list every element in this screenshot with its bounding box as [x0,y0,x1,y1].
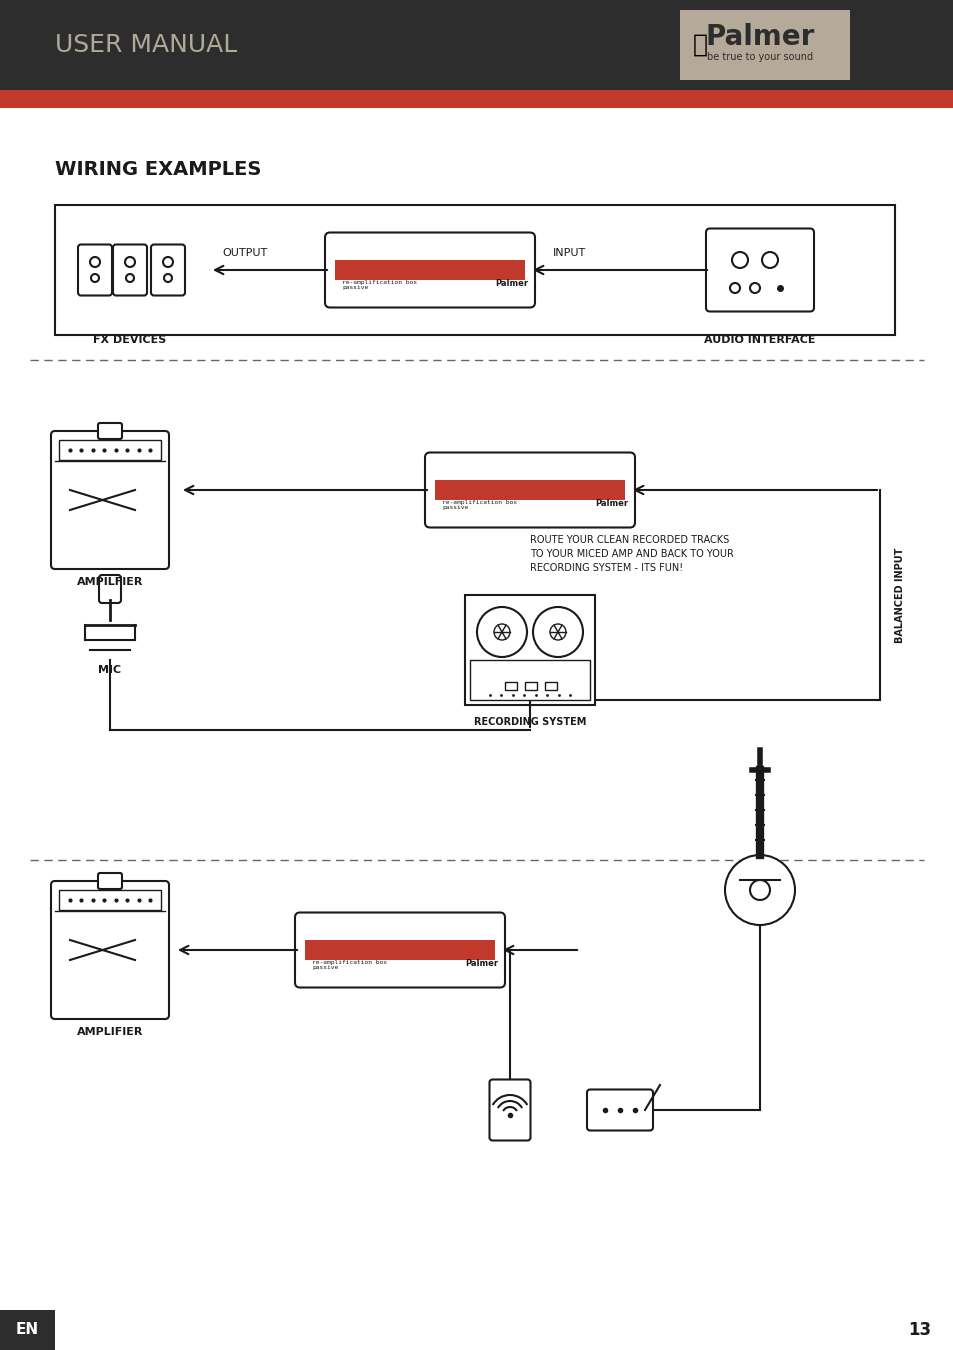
FancyBboxPatch shape [98,873,122,890]
Text: AMPLIFIER: AMPLIFIER [77,1027,143,1037]
Text: Palmer: Palmer [704,23,814,51]
Bar [59,890,161,910]
FancyBboxPatch shape [151,244,185,296]
FancyBboxPatch shape [294,913,504,987]
FancyBboxPatch shape [98,423,122,439]
Bar [0,0,953,90]
FancyBboxPatch shape [489,1080,530,1141]
FancyBboxPatch shape [705,228,813,312]
Text: re-amplification box
passive: re-amplification box passive [341,279,416,290]
Bar [435,481,624,500]
Text: ROUTE YOUR CLEAN RECORDED TRACKS
TO YOUR MICED AMP AND BACK TO YOUR
RECORDING SY: ROUTE YOUR CLEAN RECORDED TRACKS TO YOUR… [530,535,733,572]
Text: 🌴: 🌴 [692,32,707,57]
Circle shape [90,256,100,267]
Text: AMPILFIER: AMPILFIER [77,576,143,587]
FancyBboxPatch shape [51,431,169,568]
Text: WIRING EXAMPLES: WIRING EXAMPLES [55,161,261,180]
Circle shape [163,256,172,267]
FancyBboxPatch shape [99,575,121,603]
Circle shape [749,284,760,293]
Circle shape [724,855,794,925]
Bar [0,1310,55,1350]
Text: be true to your sound: be true to your sound [706,53,812,62]
Circle shape [164,274,172,282]
Text: re-amplification box
passive: re-amplification box passive [441,500,517,510]
Text: BALANCED INPUT: BALANCED INPUT [894,547,904,643]
Text: Palmer: Palmer [595,498,627,508]
FancyBboxPatch shape [424,452,635,528]
Text: AUDIO INTERFACE: AUDIO INTERFACE [703,335,815,346]
Text: USER MANUAL: USER MANUAL [55,32,237,57]
Circle shape [550,624,565,640]
Circle shape [731,252,747,269]
Bar [59,440,161,460]
FancyBboxPatch shape [78,244,112,296]
Text: MIC: MIC [98,666,121,675]
FancyBboxPatch shape [112,244,147,296]
FancyBboxPatch shape [325,232,535,308]
Bar [470,660,589,701]
Circle shape [125,256,135,267]
Text: INPUT: INPUT [553,248,586,258]
Circle shape [749,880,769,900]
Circle shape [533,608,582,657]
Bar [0,90,953,108]
Circle shape [126,274,133,282]
FancyBboxPatch shape [51,882,169,1019]
Text: re-amplification box
passive: re-amplification box passive [312,960,387,971]
Circle shape [729,284,740,293]
Bar [504,682,517,690]
Circle shape [761,252,778,269]
FancyBboxPatch shape [464,595,595,705]
Bar [305,940,495,960]
Text: FX DEVICES: FX DEVICES [93,335,167,346]
Circle shape [476,608,526,657]
Text: EN: EN [15,1323,38,1338]
Text: OUTPUT: OUTPUT [222,248,268,258]
Text: 13: 13 [907,1322,930,1339]
Circle shape [494,624,510,640]
Bar [679,9,849,80]
Text: Palmer: Palmer [464,958,497,968]
Bar [544,682,557,690]
Text: Palmer: Palmer [495,278,528,288]
Bar [335,261,524,279]
Circle shape [91,274,99,282]
Bar [524,682,537,690]
Text: RECORDING SYSTEM: RECORDING SYSTEM [474,717,585,728]
FancyBboxPatch shape [586,1089,652,1130]
